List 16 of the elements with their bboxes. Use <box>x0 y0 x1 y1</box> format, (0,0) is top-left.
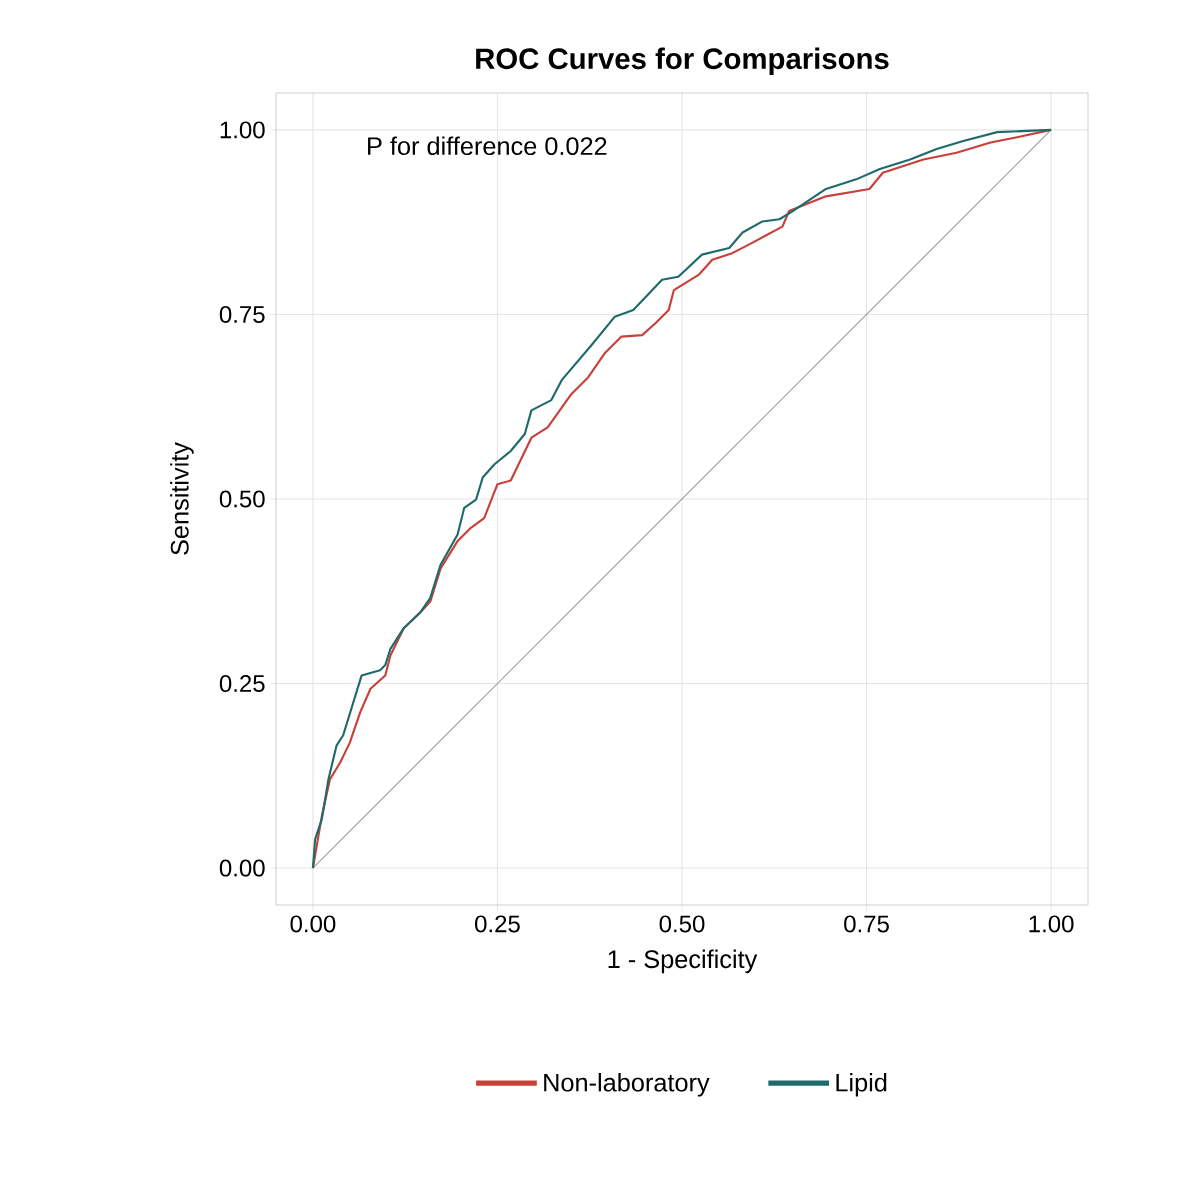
x-tick-label: 0.00 <box>290 915 336 933</box>
y-tick-label: 0.75 <box>219 305 265 323</box>
y-tick-label: 1.00 <box>220 121 265 139</box>
x-axis-title: 1 - Specificity <box>608 949 758 974</box>
legend-label: Lipid <box>836 1072 887 1097</box>
annotation: P for difference 0.022 <box>368 136 607 156</box>
x-tick-label: 0.50 <box>659 915 705 933</box>
x-tick-label: 1.00 <box>1029 915 1074 933</box>
y-tick-label: 0.25 <box>219 675 265 693</box>
legend-label: Non-laboratory <box>544 1072 710 1097</box>
x-tick-label: 0.75 <box>844 915 889 933</box>
x-tick-label: 0.25 <box>475 915 520 933</box>
chart-title: ROC Curves for Comparisons <box>476 47 889 75</box>
y-tick-label: 0.50 <box>219 490 265 508</box>
y-tick-label: 0.00 <box>219 859 265 877</box>
y-axis-title: Sensitivity <box>170 442 194 555</box>
